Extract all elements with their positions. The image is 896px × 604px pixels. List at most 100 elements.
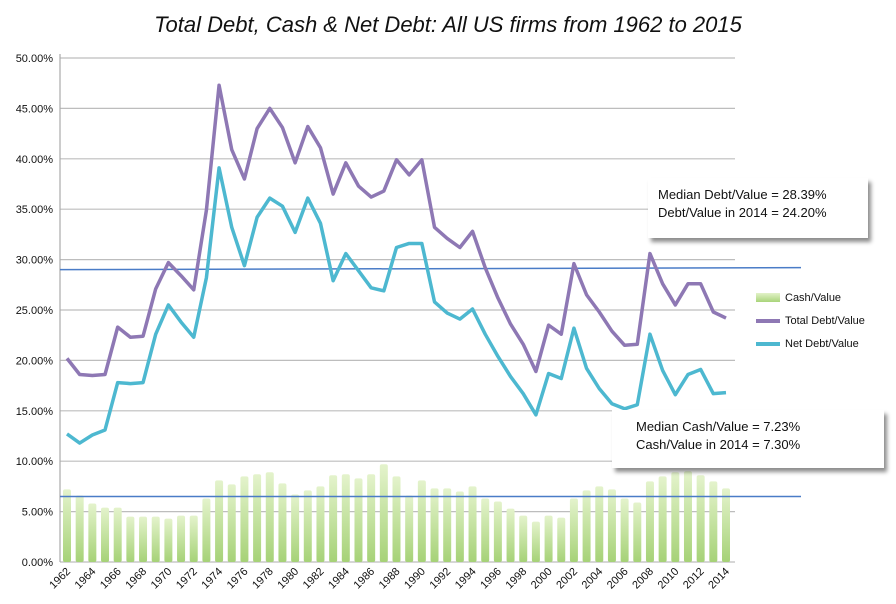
bar-cash-2007 [633,502,642,562]
bar-cash-1998 [519,515,528,562]
x-tick-label: 1996 [478,566,504,592]
x-tick-label: 1984 [326,566,352,592]
bar-cash-1997 [506,508,515,562]
y-tick-label: 25.00% [16,305,54,317]
x-tick-label: 1972 [174,566,200,592]
bar-cash-1976 [240,476,249,562]
legend: Cash/Value Total Debt/Value Net Debt/Val… [756,286,865,355]
y-tick-label: 50.00% [16,53,54,65]
x-tick-label: 1976 [225,566,251,592]
bar-cash-1990 [417,480,426,562]
x-tick-label: 1998 [504,566,530,592]
bar-cash-1975 [227,484,236,562]
bar-cash-1991 [430,488,439,562]
y-tick-label: 20.00% [16,355,54,367]
x-tick-label: 1994 [453,566,479,592]
x-tick-label: 1988 [377,566,403,592]
legend-item-cash: Cash/Value [756,286,865,309]
x-tick-label: 2004 [580,566,606,592]
bar-cash-1977 [253,474,262,562]
legend-item-net-debt: Net Debt/Value [756,332,865,355]
chart-title: Total Debt, Cash & Net Debt: All US firm… [154,12,742,37]
bar-cash-2005 [607,489,616,562]
bar-cash-1999 [531,521,540,562]
bar-cash-2000 [544,515,553,562]
bar-cash-1971 [177,515,186,562]
bar-cash-1985 [354,478,363,562]
x-tick-label: 1986 [351,566,377,592]
bar-cash-1980 [291,494,300,562]
bar-cash-2002 [569,498,578,562]
annotation-debt: Median Debt/Value = 28.39% Debt/Value in… [648,178,868,238]
line-total-debt [65,83,727,378]
legend-label-cash: Cash/Value [785,291,842,304]
bar-cash-1989 [405,495,414,562]
bar-cash-1966 [113,507,122,562]
bar-cash-2006 [620,498,629,562]
x-tick-label: 2000 [529,566,555,592]
reference-line-median-debt [59,266,802,271]
bar-cash-2003 [582,490,591,562]
bar-cash-1987 [379,464,388,562]
bar-cash-1963 [75,495,84,562]
x-tick-label: 2010 [656,566,682,592]
bar-cash-2001 [557,517,566,562]
x-tick-label: 2012 [681,566,707,592]
x-tick-label: 1970 [149,566,175,592]
x-tick-label: 1978 [250,566,276,592]
bar-cash-1983 [329,475,338,562]
bar-cash-2009 [658,476,667,562]
y-tick-label: 5.00% [22,507,53,519]
y-tick-label: 15.00% [16,406,54,418]
bar-cash-1965 [101,507,110,562]
y-tick-label: 35.00% [16,204,54,216]
bar-cash-1984 [341,474,350,562]
annotation-cash-line-1: Median Cash/Value = 7.23% [636,419,801,434]
legend-label-net-debt: Net Debt/Value [785,337,859,350]
x-tick-label: 2008 [630,566,656,592]
y-tick-label: 10.00% [16,456,54,468]
bar-cash-2012 [696,475,705,562]
y-tick-label: 0.00% [22,557,53,569]
annotation-debt-line-2: Debt/Value in 2014 = 24.20% [658,205,827,220]
x-tick-label: 2002 [554,566,580,592]
legend-label-total-debt: Total Debt/Value [785,314,865,327]
bar-cash-1979 [278,483,287,562]
bar-cash-1986 [367,474,376,562]
bar-cash-1994 [468,486,477,562]
bar-cash-1982 [316,486,325,562]
bar-cash-1964 [88,503,97,562]
legend-swatch-cash [756,293,780,302]
x-tick-label: 2014 [706,566,732,592]
x-tick-label: 1962 [47,566,73,592]
legend-swatch-total-debt [756,318,780,323]
bar-cash-2008 [645,481,654,562]
bar-cash-1981 [303,490,312,562]
bar-cash-1970 [164,518,173,562]
annotation-cash: Median Cash/Value = 7.23% Cash/Value in … [612,410,884,468]
bar-cash-2011 [683,471,692,562]
bar-cash-2004 [595,486,604,562]
x-tick-label: 1982 [301,566,327,592]
bar-cash-2010 [671,472,680,562]
x-tick-label: 2006 [605,566,631,592]
bar-cash-1969 [151,516,160,562]
x-tick-label: 1968 [123,566,149,592]
line-net-debt [65,166,727,445]
bar-cash-1974 [215,480,224,562]
x-tick-label: 1992 [428,566,454,592]
bar-cash-1973 [202,498,211,562]
annotation-debt-line-1: Median Debt/Value = 28.39% [658,187,827,202]
bar-cash-1988 [392,476,401,562]
bar-cash-1995 [481,498,490,562]
bar-cash-1968 [139,516,148,562]
bar-cash-2014 [722,488,730,562]
bar-cash-1962 [63,489,71,562]
y-tick-label: 40.00% [16,154,54,166]
bar-cash-2013 [709,481,718,562]
y-tick-label: 45.00% [16,103,54,115]
y-tick-label: 30.00% [16,255,54,267]
x-tick-label: 1974 [199,566,225,592]
bar-cash-1972 [189,515,198,562]
